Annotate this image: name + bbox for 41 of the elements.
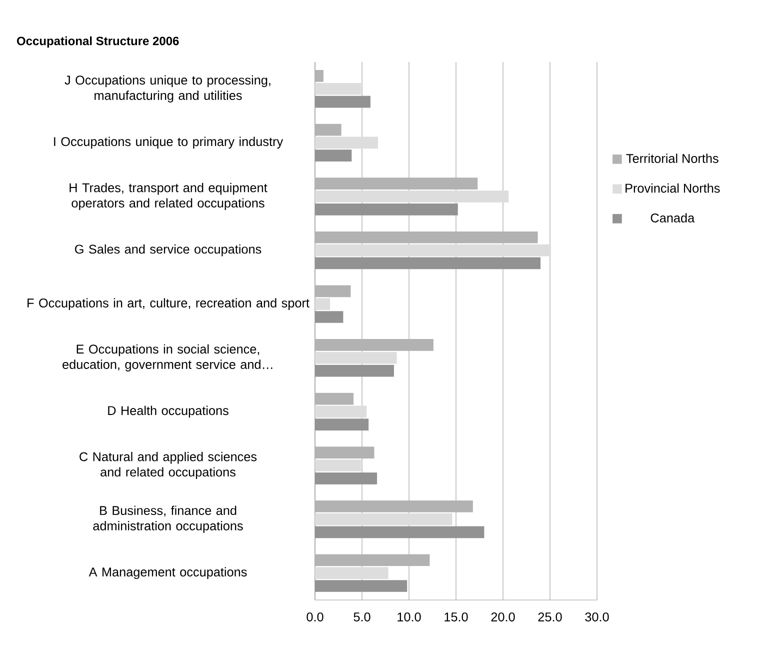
- y-tick-label: C Natural and applied sciences and related occupations: [80, 452, 257, 480]
- y-tick-label: I Occupations unique to primary industry: [54, 136, 284, 149]
- bar: [315, 70, 324, 82]
- x-tick-label: 15.0: [444, 612, 468, 622]
- bar: [315, 339, 434, 351]
- bar: [315, 446, 374, 458]
- y-tick-label: B Business, finance and administration occupations: [93, 506, 243, 533]
- y-tick-label: A Management occupations: [88, 567, 247, 579]
- x-tick-label: 20.0: [491, 612, 515, 622]
- y-tick-label: H Trades, transport and equipment operators and related occupations: [70, 182, 268, 210]
- legend-label: Territorial Norths: [626, 154, 718, 163]
- bar: [315, 567, 388, 579]
- y-tick-label: G Sales and service occupations: [75, 244, 262, 256]
- bar: [315, 298, 330, 310]
- text: Occupational Structure 2006: [17, 36, 179, 48]
- y-tick-label: F Occupations in art, culture, recreation and sport: [28, 298, 310, 310]
- y-tick-label: E Occupations in social science, education, government service and…: [62, 344, 272, 372]
- bar: [315, 460, 362, 472]
- bar: [315, 178, 478, 190]
- bar: [315, 500, 473, 512]
- bar: [315, 136, 378, 149]
- bar: [315, 406, 367, 418]
- x-tick-label: 25.0: [538, 612, 562, 622]
- x-tick-label: 5.0: [354, 612, 370, 622]
- legend-label: Provincial Norths: [626, 183, 720, 193]
- bar: [315, 244, 551, 256]
- y-tick-label: J Occupations unique to processing, manufacturing and utilities: [64, 75, 270, 102]
- bar: [315, 190, 509, 202]
- bar: [315, 82, 362, 95]
- x-tick-label: 30.0: [585, 612, 609, 622]
- y-tick-label: D Health occupations: [108, 406, 228, 418]
- bar: [315, 352, 397, 364]
- bar: [315, 513, 452, 526]
- legend-label: Canada: [650, 213, 695, 222]
- bar: [315, 231, 538, 244]
- bar: [315, 285, 351, 298]
- x-tick-label: 0.0: [306, 612, 324, 622]
- bar: [315, 124, 342, 136]
- bar: [315, 554, 430, 566]
- x-tick-label: 10.0: [398, 612, 421, 622]
- bar: [315, 392, 354, 405]
